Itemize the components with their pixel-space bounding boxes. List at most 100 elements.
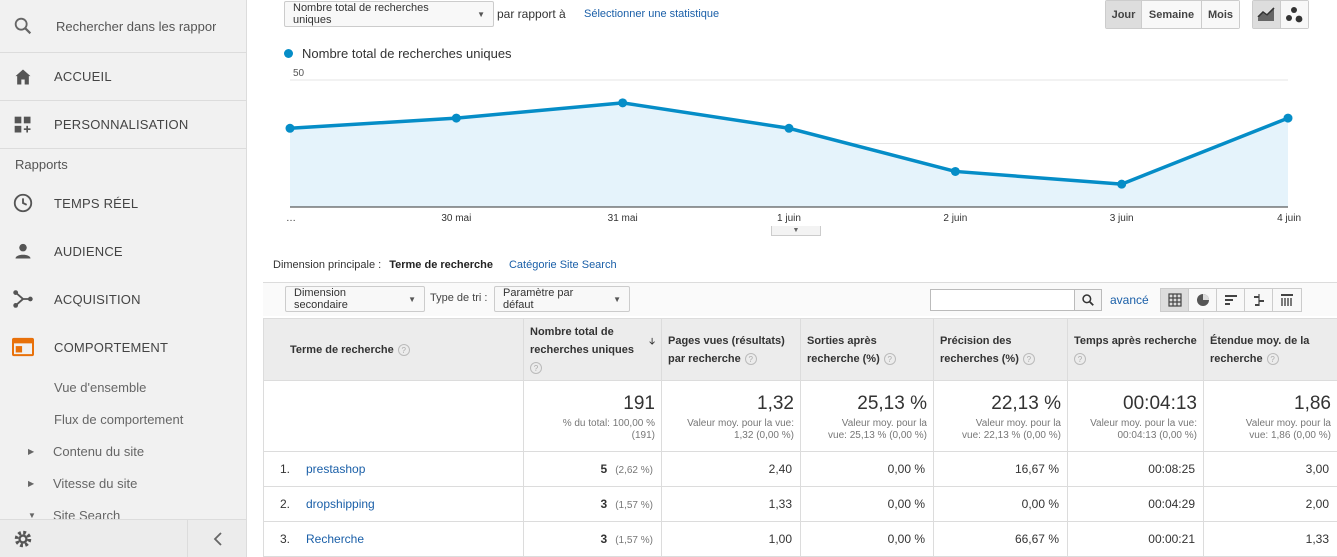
period-day-button[interactable]: Jour	[1106, 1, 1142, 28]
sidebar-item-label: PERSONNALISATION	[54, 117, 189, 132]
help-icon[interactable]: ?	[397, 343, 410, 356]
sidebar-subitem-site-speed[interactable]: ▶ Vitesse du site	[0, 467, 246, 499]
person-icon	[12, 240, 34, 262]
sidebar-subitem-flow[interactable]: Flux de comportement	[0, 403, 246, 435]
exits-cell: 0,00 %	[800, 521, 934, 557]
line-chart-button[interactable]	[1253, 1, 1281, 28]
chart-type-selector	[1252, 0, 1309, 29]
select-statistic-link[interactable]: Sélectionner une statistique	[584, 8, 720, 20]
data-point	[784, 123, 794, 133]
reports-section-label: Rapports	[15, 156, 68, 172]
totals-note: vue: 1,86 (0,00 %)	[1249, 430, 1331, 441]
column-header-label: Nombre total de recherches uniques	[530, 325, 634, 356]
pie-icon	[1196, 294, 1209, 306]
table-view-button[interactable]	[1161, 289, 1189, 311]
performance-view-button[interactable]	[1217, 289, 1245, 311]
data-point	[618, 98, 628, 108]
cell-percent: (1,57 %)	[615, 535, 653, 546]
expand-triangle-icon: ▶	[28, 478, 35, 488]
motion-chart-button[interactable]	[1280, 1, 1308, 28]
x-tick-label: 2 juin	[943, 213, 967, 224]
column-header-unique-searches[interactable]: Nombre total de recherches uniques ?	[523, 318, 662, 381]
sort-type-value: Paramètre par défaut	[503, 287, 574, 311]
table-view-selector	[1160, 288, 1302, 312]
secondary-dimension-select[interactable]: Dimension secondaire ▼	[285, 286, 425, 312]
sidebar-item-acquisition[interactable]: ACQUISITION	[0, 275, 246, 323]
expand-triangle-icon: ▶	[28, 446, 35, 456]
help-icon[interactable]: ?	[1266, 352, 1279, 365]
sidebar-item-behavior[interactable]: COMPORTEMENT	[0, 323, 246, 371]
search-term-link[interactable]: dropshipping	[306, 497, 375, 511]
search-term-link[interactable]: Recherche	[306, 532, 365, 546]
comparison-view-button[interactable]	[1245, 289, 1273, 311]
pivot-view-button[interactable]	[1273, 289, 1301, 311]
primary-dimension-alternate-link[interactable]: Catégorie Site Search	[508, 259, 617, 271]
column-header-label: Temps après recherche	[1074, 334, 1197, 347]
help-icon[interactable]: ?	[1022, 352, 1035, 365]
sidebar-item-audience[interactable]: AUDIENCE	[0, 227, 246, 275]
table-search-input[interactable]	[930, 289, 1075, 311]
sidebar-search-placeholder: Rechercher dans les rappor	[56, 18, 216, 34]
sidebar-item-label: COMPORTEMENT	[54, 339, 169, 355]
depth-cell: 1,33	[1203, 521, 1337, 557]
time-cell: 00:08:25	[1067, 451, 1204, 487]
column-header-search-term[interactable]: Terme de recherche?	[263, 318, 524, 381]
dashboard-add-icon	[12, 114, 34, 136]
data-point	[451, 113, 461, 123]
sidebar-item-label: ACQUISITION	[54, 291, 141, 307]
metric-select-value: Nombre total de recherches uniques	[293, 2, 429, 26]
comparison-icon	[1253, 294, 1264, 306]
table-totals-row: 191 % du total: 100,00 % (191) 1,32 Valeur …	[263, 380, 1337, 452]
period-month-button[interactable]: Mois	[1202, 1, 1239, 28]
sidebar-subitem-site-content[interactable]: ▶ Contenu du site	[0, 435, 246, 467]
chart-legend: Nombre total de recherches uniques	[284, 46, 512, 61]
y-tick-label: 50	[293, 68, 305, 79]
x-tick-label: 4 juin	[1277, 213, 1301, 224]
totals-value: 1,86	[1294, 393, 1331, 414]
metric-select[interactable]: Nombre total de recherches uniques ▼	[284, 1, 494, 27]
collapse-triangle-icon: ▼	[28, 510, 36, 520]
sidebar-subitem-overview[interactable]: Vue d'ensemble	[0, 371, 246, 403]
gear-icon[interactable]	[12, 528, 34, 550]
sidebar-search[interactable]: Rechercher dans les rappor	[0, 0, 246, 53]
column-header-search-depth[interactable]: Étendue moy. de la recherche?	[1203, 318, 1337, 381]
home-icon	[12, 66, 34, 88]
data-point	[950, 166, 960, 176]
column-header-time-after-search[interactable]: Temps après recherche?	[1067, 318, 1204, 381]
sidebar: Rechercher dans les rappor ACCUEIL PERSO…	[0, 0, 247, 557]
behavior-icon	[12, 336, 34, 358]
search-icon	[14, 17, 32, 35]
sidebar-subitem-label: Site Search	[53, 507, 121, 523]
main-content: Nombre total de recherches uniques ▼ par…	[247, 0, 1337, 557]
column-header-search-refinements[interactable]: Précision des recherches (%)?	[933, 318, 1068, 381]
refinements-cell: 16,67 %	[933, 451, 1068, 487]
totals-note: Valeur moy. pour la	[1245, 418, 1331, 429]
x-tick-label: …	[286, 213, 296, 224]
period-week-button[interactable]: Semaine	[1142, 1, 1202, 28]
sidebar-item-customization[interactable]: PERSONNALISATION	[0, 101, 246, 149]
chart-resize-handle[interactable]: ▼	[771, 226, 821, 236]
sidebar-subitem-site-search[interactable]: ▼ Site Search	[0, 499, 246, 531]
sidebar-item-home[interactable]: ACCUEIL	[0, 53, 246, 101]
column-header-search-exits[interactable]: Sorties après recherche (%)?	[800, 318, 934, 381]
pie-view-button[interactable]	[1189, 289, 1217, 311]
totals-cell: 1,32 Valeur moy. pour la vue: 1,32 (0,00 %…	[661, 380, 801, 452]
row-index: 1.	[280, 462, 291, 476]
sidebar-item-realtime[interactable]: TEMPS RÉEL	[0, 179, 246, 227]
search-term-link[interactable]: prestashop	[306, 462, 366, 476]
advanced-filter-link[interactable]: avancé	[1110, 293, 1149, 307]
table-search-button[interactable]	[1074, 289, 1102, 311]
collapse-sidebar-button[interactable]	[187, 519, 246, 557]
bubble-chart-icon	[1286, 6, 1303, 22]
help-icon[interactable]: ?	[883, 352, 896, 365]
totals-note: 1,32 (0,00 %)	[733, 430, 794, 441]
help-icon[interactable]: ?	[1074, 352, 1086, 365]
column-header-pageviews-per-search[interactable]: Pages vues (résultats) par recherche?	[661, 318, 801, 381]
bars-icon	[1224, 295, 1237, 305]
sort-type-select[interactable]: Paramètre par défaut ▼	[494, 286, 630, 312]
table-row: 1. prestashop 5 (2,62 %) 2,40 0,00 % 16,67…	[263, 451, 1337, 487]
help-icon[interactable]: ?	[744, 352, 757, 365]
refinements-cell: 0,00 %	[933, 486, 1068, 522]
help-icon[interactable]: ?	[530, 361, 542, 374]
